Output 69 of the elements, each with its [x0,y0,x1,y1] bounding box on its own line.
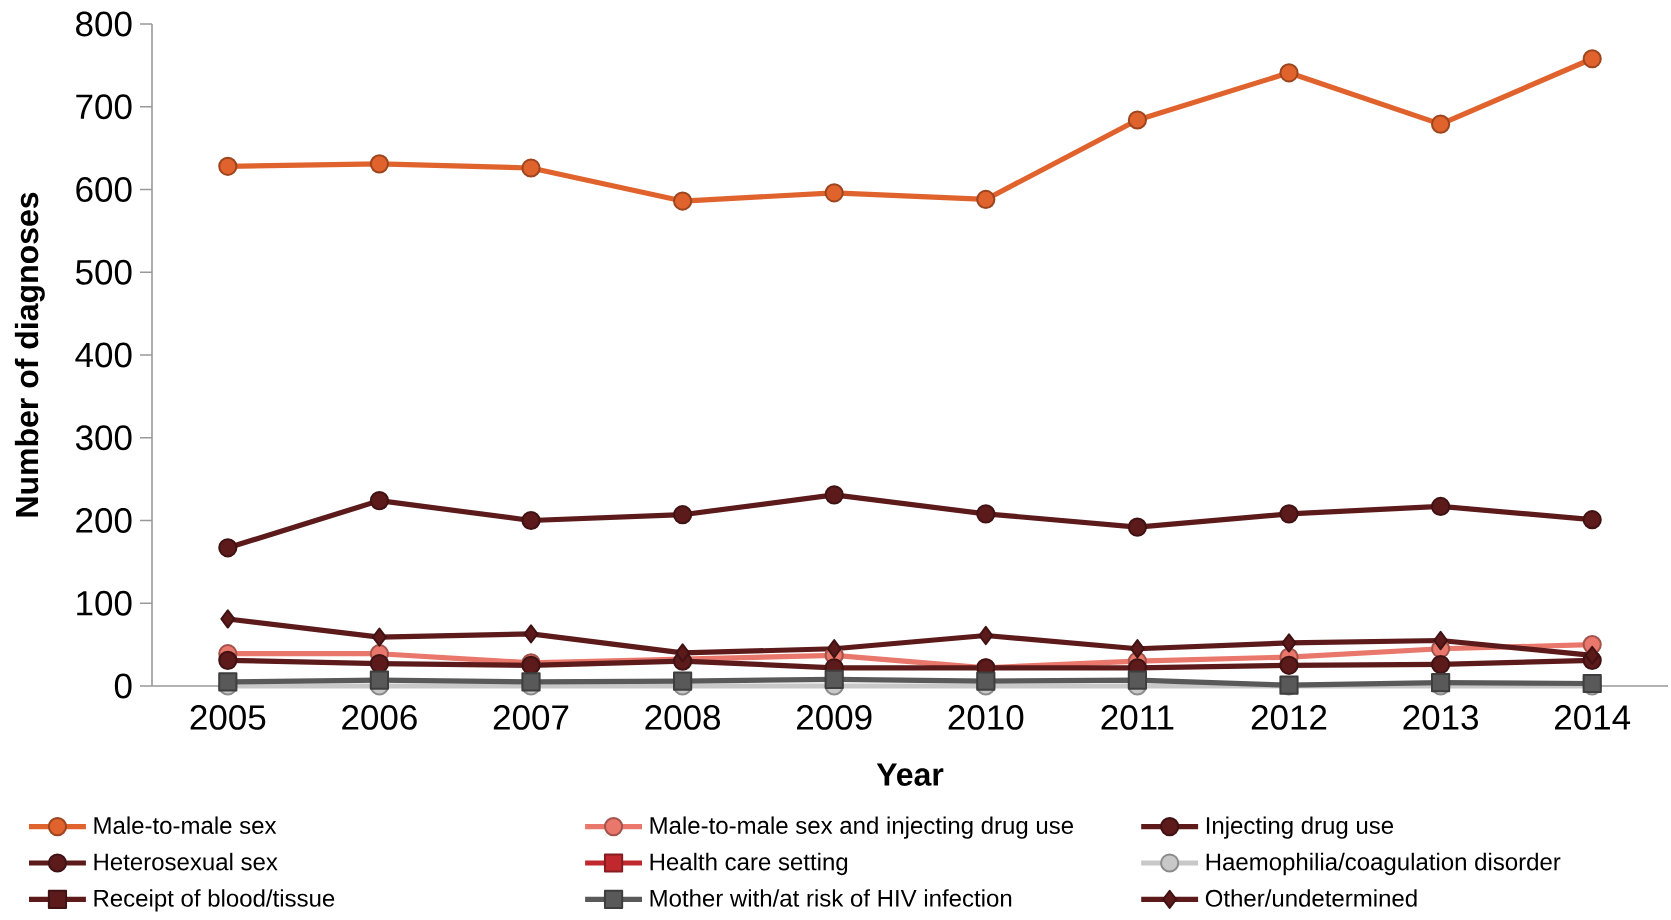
point [521,158,541,178]
x-tick-label: 2005 [190,705,266,730]
point [1127,517,1147,537]
point [824,485,844,505]
point [1127,670,1147,690]
legend-label: Male-to-male sex and injecting drug use [650,816,1073,839]
point [824,183,844,203]
point [673,671,693,691]
point [976,504,996,524]
legend-label: Receipt of blood/tissue [94,889,335,912]
point [369,670,390,690]
point [976,189,996,210]
legend-label: Haemophilia/coagulation disorder [1206,852,1561,876]
point [824,669,844,689]
point [1582,510,1602,530]
x-tick-label: 2010 [948,705,1024,730]
x-tick-label: 2007 [493,705,569,730]
point [1582,49,1602,69]
point [521,510,541,531]
point [523,624,539,644]
point [976,671,996,691]
x-tick-label: 2012 [1251,705,1327,730]
point [218,650,238,670]
legend-label: Mother with/at risk of HIV infection [650,889,1012,907]
point [218,156,238,176]
point [1279,655,1299,675]
y-tick-label: 200 [76,508,132,533]
point [675,643,691,663]
legend-label: Injecting drug use [1206,816,1394,839]
x-tick-label: 2009 [797,705,872,730]
y-tick-label: 400 [75,342,132,368]
y-tick-label: 600 [76,177,132,202]
point [369,154,390,174]
x-tick-label: 2011 [1101,705,1174,730]
point [673,505,693,525]
point [369,491,390,511]
legend-label: Male-to-male sex [94,816,277,834]
legend-label: Health care setting [650,852,848,876]
legend-label: Heterosexual sex [94,852,278,871]
point [1279,504,1299,524]
y-tick-label: 100 [77,590,132,616]
point [1431,496,1451,517]
point [371,627,387,647]
point [1127,110,1147,130]
point [218,538,238,558]
point [220,609,236,629]
legend-label: Other/undetermined [1205,889,1417,907]
point [826,639,842,659]
point [1431,114,1451,134]
point [1129,639,1145,659]
x-axis-title: Year [876,763,944,786]
y-tick-label: 700 [76,94,132,120]
y-tick-label: 800 [76,11,132,37]
point [369,654,390,674]
x-tick-label: 2006 [342,705,417,730]
point [673,191,693,211]
point [1431,654,1451,675]
point [1279,63,1299,83]
x-tick-label: 2013 [1403,705,1478,730]
y-axis-title: Number of diagnoses [14,192,45,517]
y-tick-label: 300 [75,425,132,451]
point [978,625,994,646]
x-tick-label: 2008 [645,705,720,730]
y-tick-label: 500 [75,259,132,285]
y-tick-label: 0 [114,673,132,699]
point [1433,630,1449,651]
point [1584,645,1600,665]
point [1281,633,1297,653]
x-tick-label: 2014 [1555,705,1631,730]
